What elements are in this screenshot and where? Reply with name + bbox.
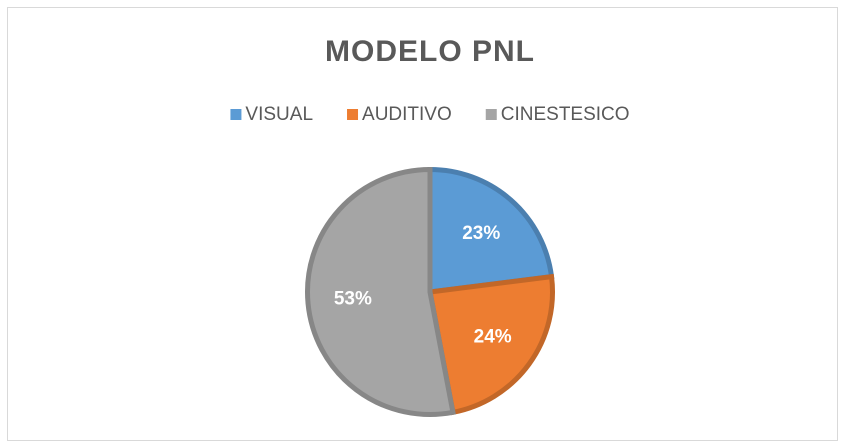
legend-label: CINESTESICO (501, 104, 630, 125)
legend-swatch (485, 109, 497, 120)
chart-title: MODELO PNL (325, 35, 535, 68)
data-labels: 23% 24% 53% (334, 223, 512, 348)
legend-swatch (230, 109, 242, 120)
pie (305, 166, 555, 417)
data-label: 23% (462, 223, 500, 244)
pie-slice (305, 166, 456, 417)
pie-slice (427, 166, 555, 295)
legend-label: VISUAL (245, 104, 313, 125)
data-label: 24% (474, 327, 512, 348)
legend: VISUAL AUDITIVO CINESTESICO (230, 104, 630, 125)
legend-swatch (347, 109, 359, 120)
data-label: 53% (334, 288, 372, 309)
legend-label: AUDITIVO (362, 104, 452, 125)
pie-slice (427, 273, 555, 416)
